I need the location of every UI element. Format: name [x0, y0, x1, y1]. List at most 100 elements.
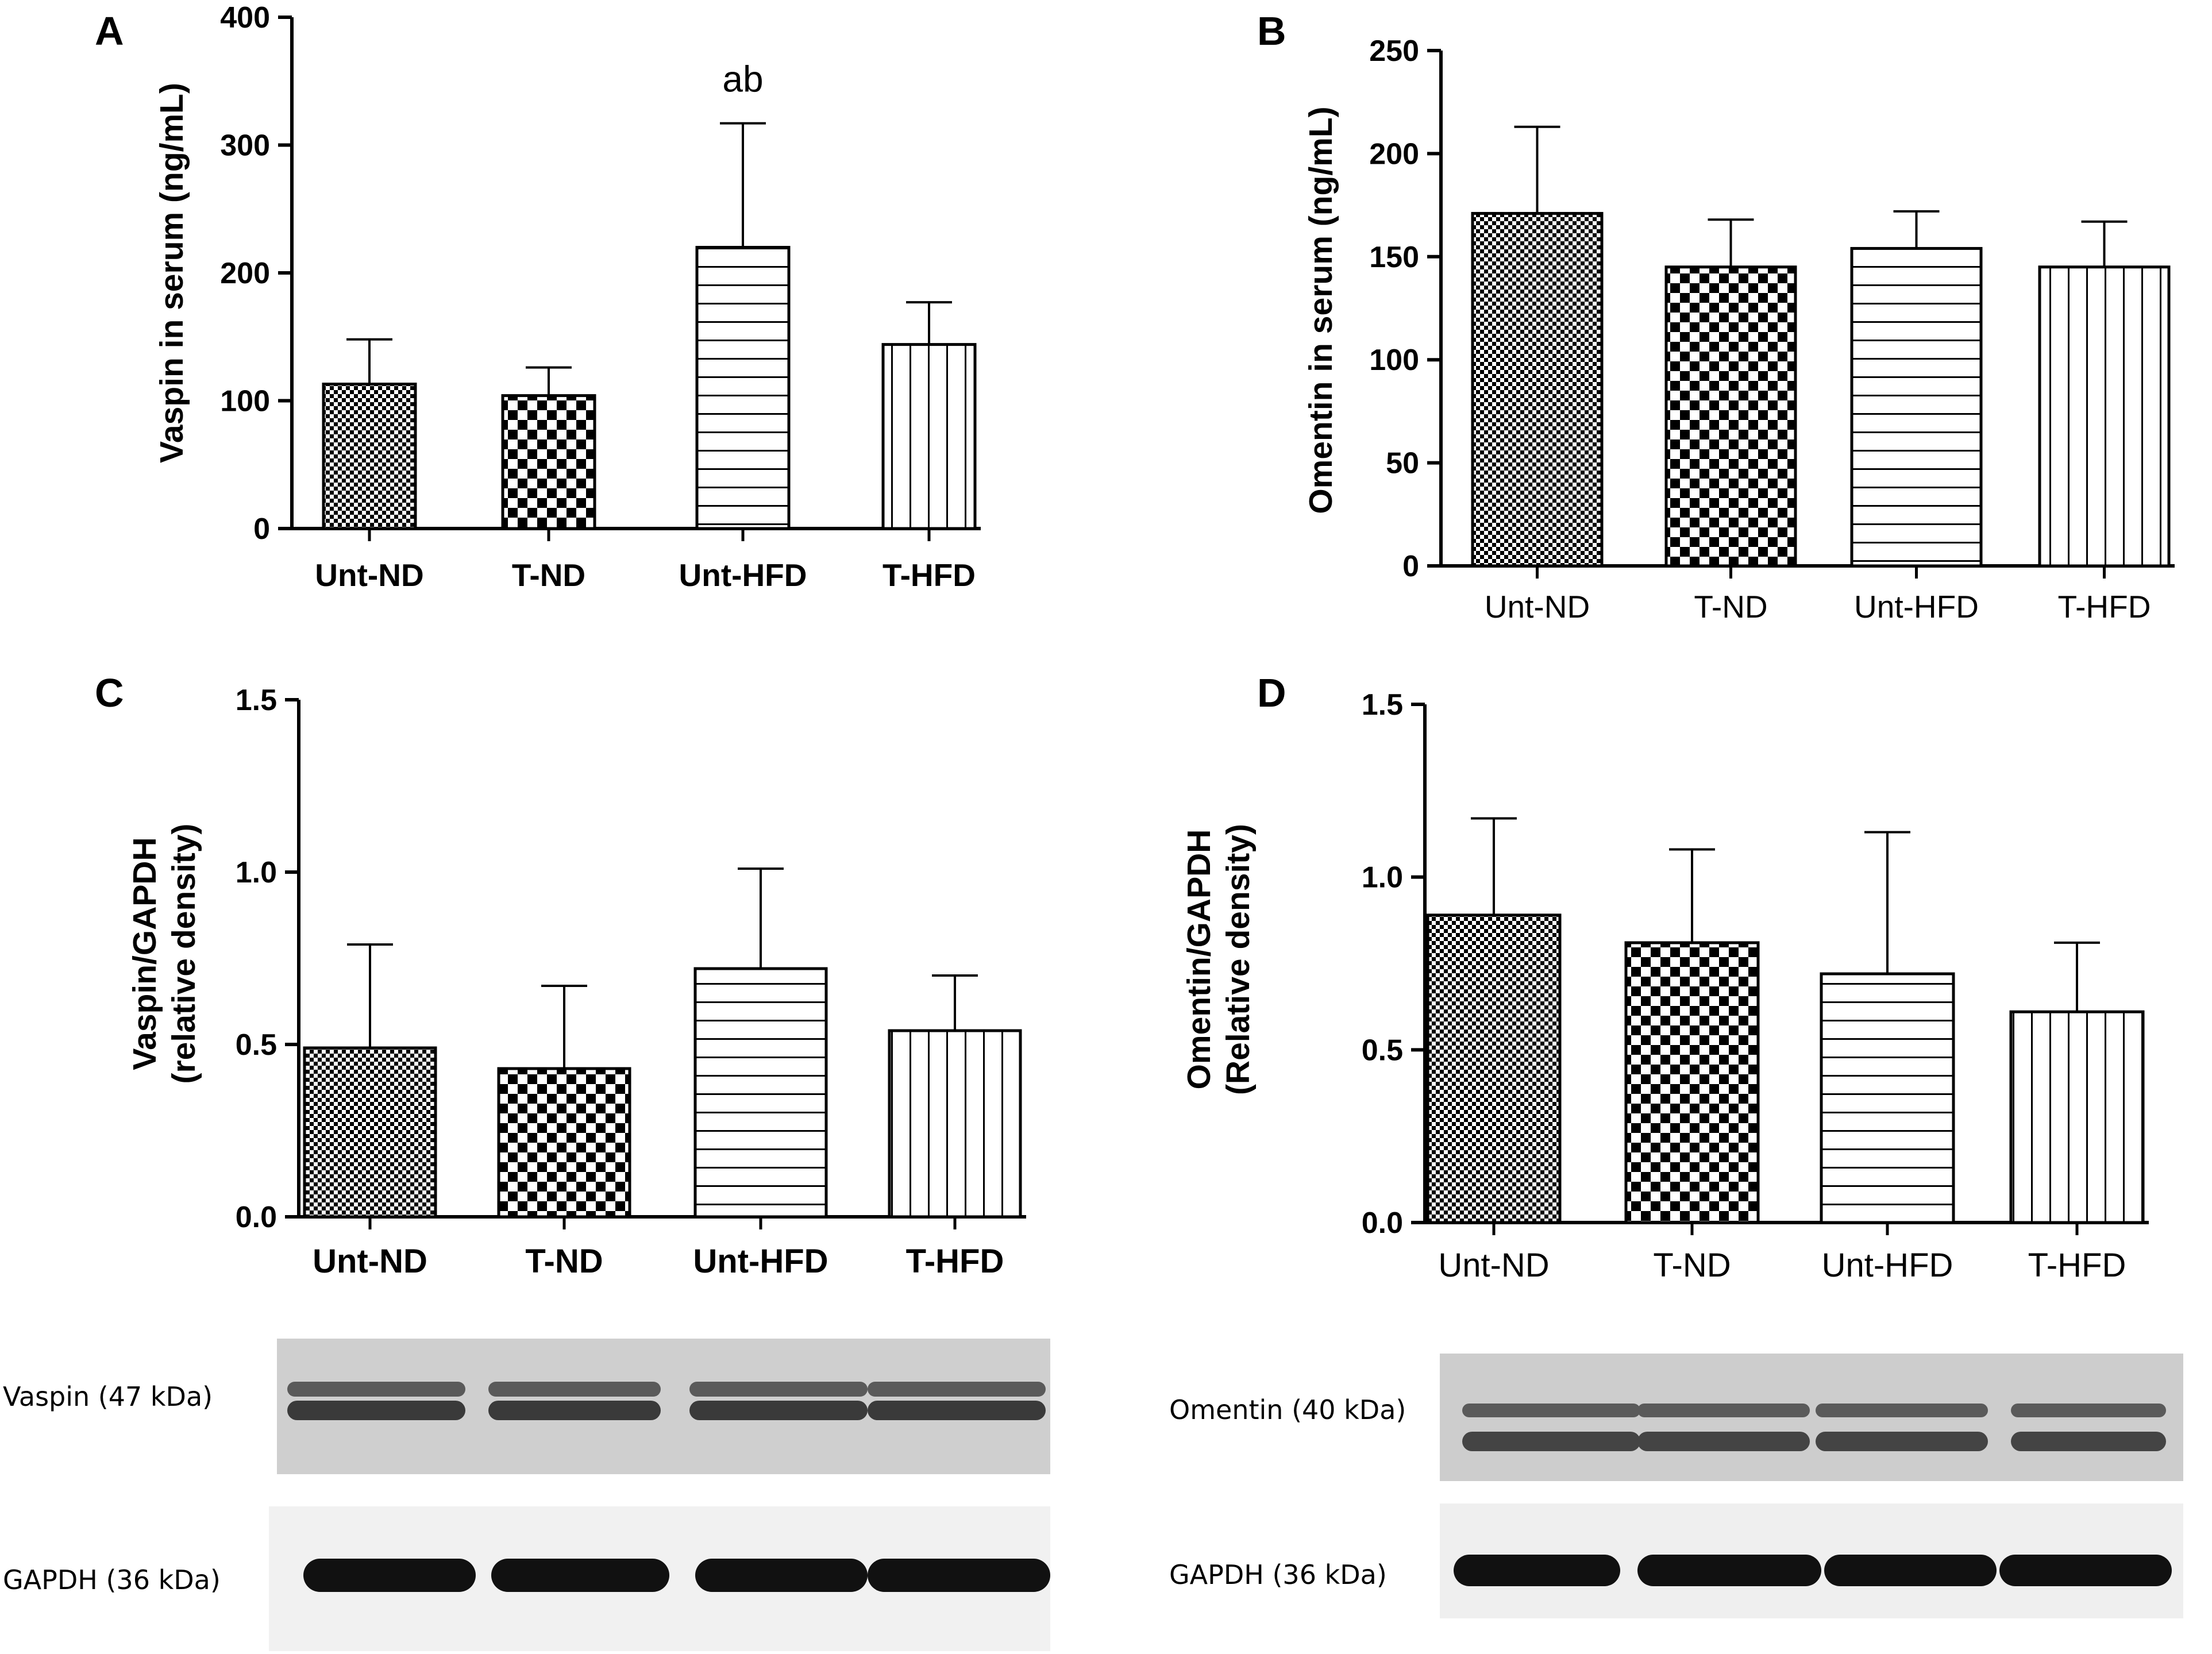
y-tick-label: 1.0	[1362, 861, 1403, 895]
significance-annotation: ab	[722, 59, 763, 100]
chart-c: 0.0 0.5 1.0 1.5 Vaspin/GAPDH (relative densit…	[126, 684, 1026, 1280]
blot-label-omentin: Omentin (40 kDa)	[1169, 1394, 1406, 1425]
category-label: T-HFD	[2028, 1247, 2126, 1284]
blot-band	[1462, 1404, 1640, 1417]
blot-vaspin: Vaspin (47 kDa)	[3, 1339, 1050, 1474]
y-tick-label: 0.5	[1362, 1034, 1403, 1067]
blot-band	[1824, 1555, 1997, 1586]
category-label: T-ND	[1694, 589, 1767, 624]
panel-letter-a: A	[95, 9, 124, 53]
panel-a: A 0 100 200 300 400 Vaspin in serum (ng/mL) Un…	[95, 1, 981, 593]
blot-band	[2011, 1432, 2166, 1451]
y-tick-label: 0	[253, 512, 270, 546]
y-tick-label: 100	[220, 385, 270, 418]
category-label: Unt-ND	[313, 1243, 427, 1280]
category-label: Unt-HFD	[1822, 1247, 1953, 1284]
category-label: Unt-HFD	[693, 1243, 828, 1280]
blot-band	[868, 1559, 1050, 1592]
y-tick-label: 1.5	[1362, 688, 1403, 722]
y-tick-label: 150	[1369, 241, 1419, 274]
category-label: Unt-HFD	[679, 557, 807, 593]
bar	[1664, 265, 1797, 568]
blot-band	[1999, 1555, 2172, 1586]
bar	[693, 967, 828, 1219]
y-tick-label: 200	[220, 257, 270, 290]
y-axis-label: Vaspin/GAPDH	[126, 837, 163, 1070]
blot-band	[287, 1382, 465, 1397]
blot-band	[1816, 1432, 1988, 1451]
blot-band	[303, 1559, 476, 1592]
chart-a: 0 100 200 300 400 Vaspin in serum (ng/mL) Unt-…	[153, 1, 981, 593]
y-tick-label: 50	[1386, 447, 1419, 480]
y-tick-label: 0.0	[236, 1201, 277, 1234]
blot-band	[868, 1401, 1046, 1420]
category-label: T-ND	[525, 1243, 603, 1280]
category-label: T-ND	[512, 557, 585, 593]
blot-gapdh-left: GAPDH (36 kDa)	[3, 1506, 1050, 1651]
bar	[2009, 1010, 2145, 1224]
bar	[322, 383, 417, 530]
y-tick-label: 1.5	[236, 684, 277, 717]
category-label: Unt-ND	[315, 557, 423, 593]
bar	[497, 1067, 631, 1219]
blot-band	[287, 1401, 465, 1420]
bar	[1426, 913, 1562, 1224]
bar	[2038, 265, 2171, 568]
y-axis-label: (Relative density)	[1220, 824, 1257, 1095]
blot-gapdh-right: GAPDH (36 kDa)	[1169, 1503, 2183, 1618]
blot-band	[491, 1559, 669, 1592]
category-label: T-ND	[1653, 1247, 1731, 1284]
y-tick-label: 250	[1369, 34, 1419, 68]
panel-letter-d: D	[1257, 670, 1286, 715]
y-tick-label: 1.0	[236, 856, 277, 889]
y-tick-label: 0.5	[236, 1028, 277, 1062]
blot-band	[1637, 1555, 1821, 1586]
bar	[1624, 941, 1760, 1224]
bar	[303, 1046, 437, 1219]
bar	[888, 1029, 1022, 1219]
blot-band	[1454, 1555, 1620, 1586]
panel-letter-c: C	[95, 670, 124, 715]
blot-band	[689, 1382, 868, 1397]
category-label: Unt-ND	[1438, 1247, 1549, 1284]
blot-band	[488, 1401, 661, 1420]
panel-d: D 0.0 0.5 1.0 1.5 Omentin/GAPDH (Relative den…	[1181, 670, 2149, 1284]
blot-band	[2011, 1404, 2166, 1417]
bar	[1850, 246, 1983, 568]
y-tick-label: 0	[1402, 550, 1419, 583]
chart-d: 0.0 0.5 1.0 1.5 Omentin/GAPDH (Relative densi…	[1181, 688, 2149, 1284]
blot-band	[1462, 1432, 1640, 1451]
y-axis-label: Omentin in serum (ng/mL)	[1302, 106, 1339, 514]
bar	[1820, 972, 1955, 1224]
y-axis-label: Omentin/GAPDH	[1181, 830, 1217, 1090]
y-tick-label: 300	[220, 129, 270, 163]
category-label: T-HFD	[883, 557, 976, 593]
blot-band	[868, 1382, 1046, 1397]
bar	[695, 246, 791, 530]
y-tick-label: 100	[1369, 344, 1419, 377]
blot-band	[695, 1559, 868, 1592]
blot-label-gapdh-right: GAPDH (36 kDa)	[1169, 1559, 1387, 1590]
category-label: T-HFD	[2058, 589, 2151, 624]
bar	[881, 343, 977, 530]
blot-band	[1637, 1432, 1810, 1451]
category-label: T-HFD	[906, 1243, 1004, 1280]
blot-label-vaspin: Vaspin (47 kDa)	[3, 1381, 213, 1412]
y-axis-label: (relative density)	[165, 824, 202, 1084]
chart-b: 0 50 100 150 200 250 Omentin in serum (ng/mL) U…	[1302, 34, 2175, 624]
category-label: Unt-ND	[1485, 589, 1590, 624]
blot-label-gapdh-left: GAPDH (36 kDa)	[3, 1564, 221, 1595]
panel-letter-b: B	[1257, 9, 1286, 53]
y-tick-label: 400	[220, 1, 270, 34]
blot-band	[689, 1401, 868, 1420]
panel-b: B 0 50 100 150 200 250 Omentin in serum (ng/mL…	[1257, 9, 2175, 624]
y-tick-label: 0.0	[1362, 1206, 1403, 1240]
category-label: Unt-HFD	[1854, 589, 1979, 624]
panel-c: C 0.0 0.5 1.0 1.5 Vaspin/GAPDH (relative dens…	[95, 670, 1026, 1280]
bar	[501, 394, 596, 530]
bar	[1471, 211, 1604, 568]
blot-band	[1637, 1404, 1810, 1417]
y-axis-label: Vaspin in serum (ng/mL)	[153, 83, 190, 463]
blot-band	[1816, 1404, 1988, 1417]
